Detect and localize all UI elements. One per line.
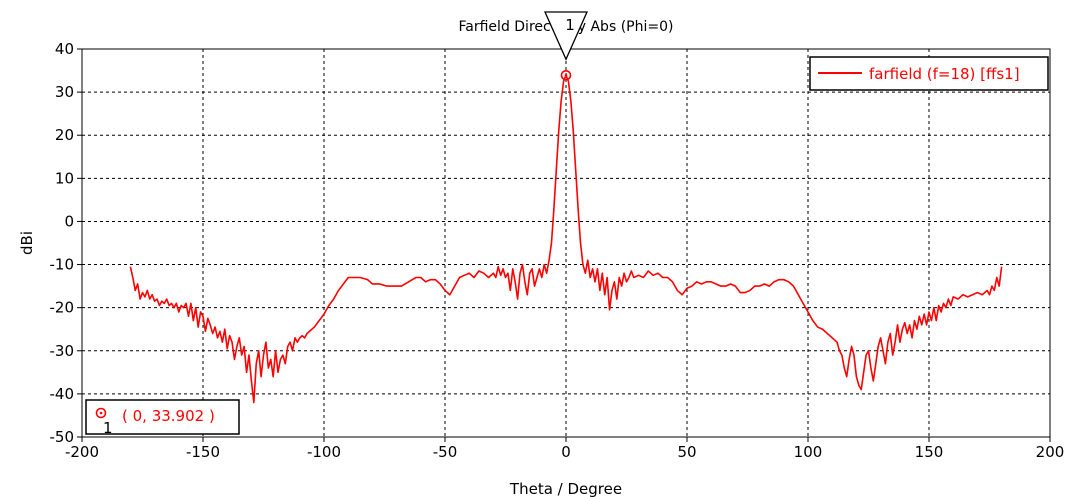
- x-tick-label: 200: [1036, 443, 1065, 461]
- readout-marker-icon: [95, 407, 107, 419]
- y-tick-label: 10: [55, 169, 74, 187]
- marker-point-center: [564, 73, 568, 77]
- legend-entry-label: farfield (f=18) [ffs1]: [869, 65, 1020, 83]
- marker-id-top: 1: [565, 16, 575, 34]
- x-tick-label: 0: [561, 443, 571, 461]
- readout-value: ( 0, 33.902 ): [122, 407, 215, 425]
- readout-marker-dot: [99, 411, 103, 415]
- marker-triangle-icon: [544, 11, 588, 61]
- x-tick-labels: -200 -150 -100 -50 0 50 100 150 200: [65, 443, 1064, 461]
- y-tick-label: -20: [50, 299, 75, 317]
- marker-readout[interactable]: 1 ( 0, 33.902 ): [85, 399, 240, 437]
- peak-marker[interactable]: 1: [544, 11, 588, 81]
- marker-point-icon: [560, 69, 572, 81]
- marker-readout-box: [85, 399, 240, 435]
- x-tick-label: -100: [307, 443, 341, 461]
- y-axis-label: dBi: [18, 231, 36, 255]
- x-tick-label: -200: [65, 443, 99, 461]
- y-tick-label: -10: [50, 256, 75, 274]
- x-tick-label: -150: [186, 443, 220, 461]
- readout-marker-id: 1: [103, 419, 113, 437]
- x-tick-label: -50: [433, 443, 458, 461]
- x-tick-label: 100: [794, 443, 823, 461]
- y-tick-label: -40: [50, 385, 75, 403]
- series-line-0: [129, 74, 1003, 404]
- y-tick-label: -30: [50, 342, 75, 360]
- series-group: [129, 74, 1003, 404]
- x-tick-label: 50: [677, 443, 696, 461]
- y-tick-label: 40: [55, 40, 74, 58]
- y-tick-label: 20: [55, 126, 74, 144]
- y-tick-label: -50: [50, 428, 75, 446]
- x-tick-label: 150: [915, 443, 944, 461]
- x-axis-label: Theta / Degree: [509, 480, 622, 497]
- grid-lines: [77, 48, 1051, 442]
- y-tick-labels: 40 30 20 10 0 -10 -20 -30 -40 -50: [50, 40, 75, 446]
- legend[interactable]: farfield (f=18) [ffs1]: [809, 56, 1049, 91]
- y-tick-label: 0: [64, 212, 74, 230]
- y-tick-label: 30: [55, 83, 74, 101]
